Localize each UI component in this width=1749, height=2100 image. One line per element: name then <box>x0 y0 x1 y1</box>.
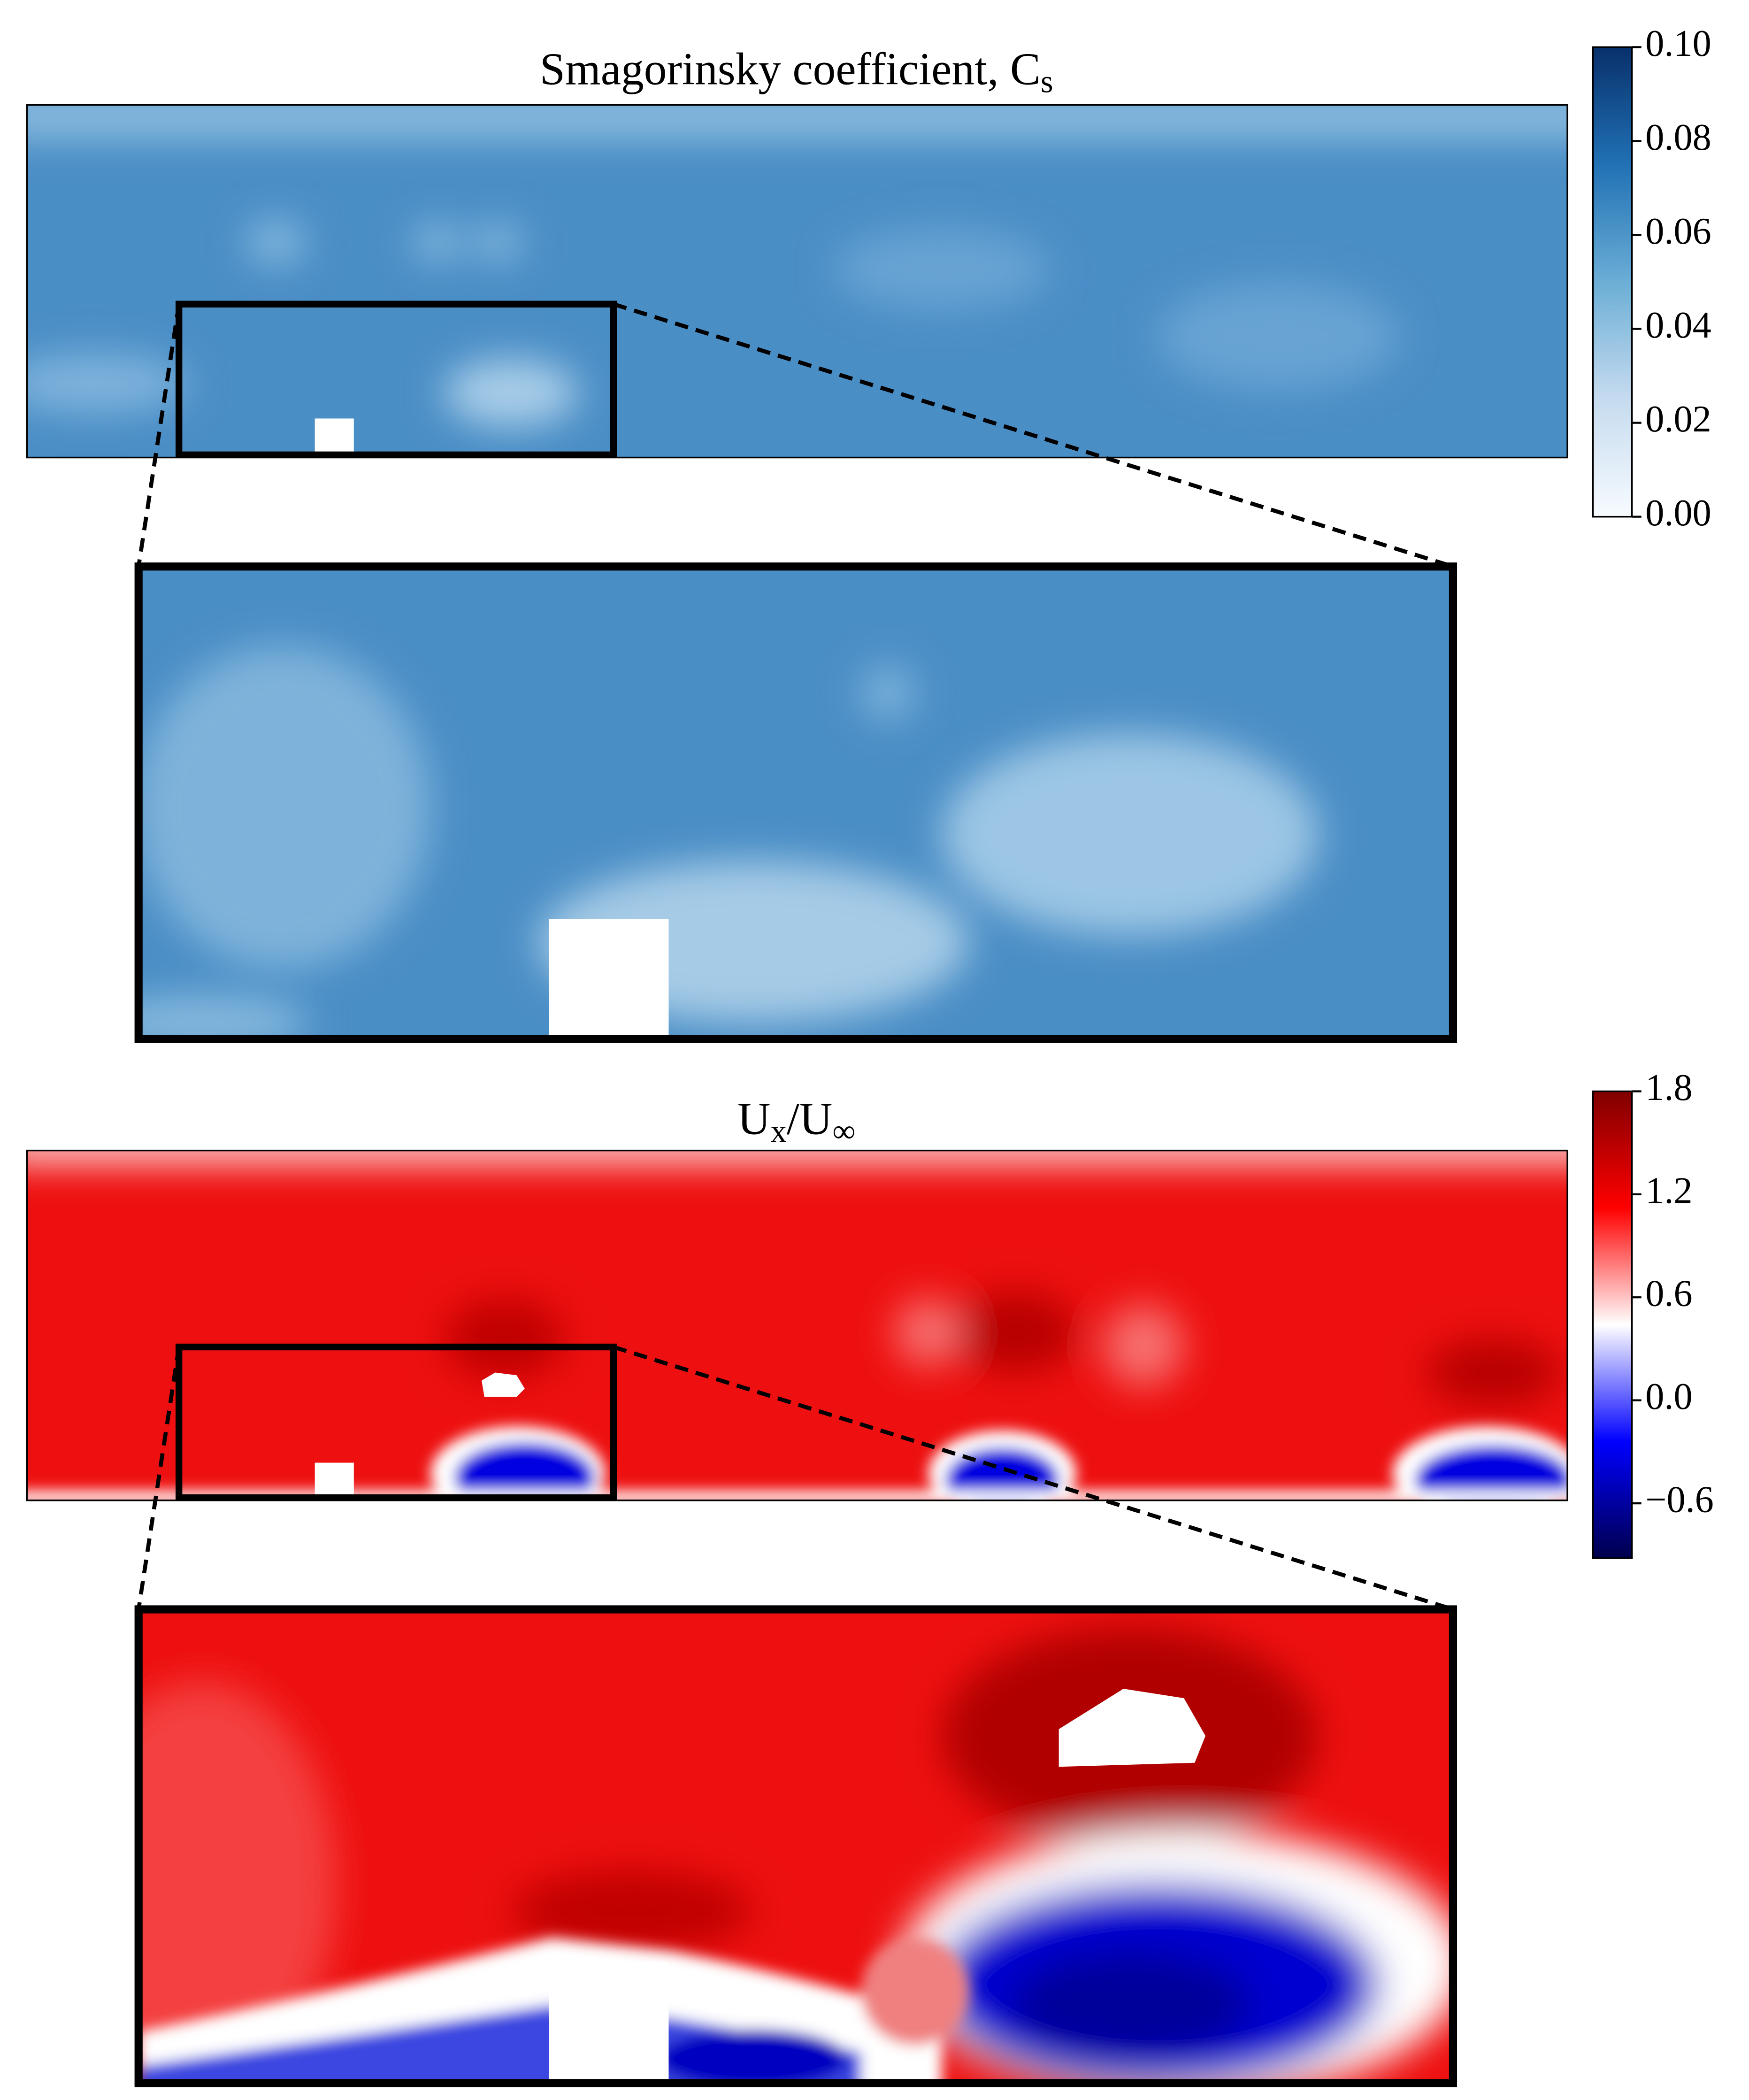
colorbar-tick-label: 0.00 <box>1645 492 1711 534</box>
cs-field <box>27 105 1568 458</box>
colorbar-tick-label: 0.04 <box>1645 304 1711 346</box>
colorbar-tick-label: 0.0 <box>1645 1376 1692 1417</box>
colorbar-tick-label: −0.6 <box>1645 1478 1714 1520</box>
colorbar-tick-label: 0.6 <box>1645 1273 1692 1315</box>
colorbar <box>1592 46 1633 518</box>
title-subscript: x <box>771 1113 787 1149</box>
colorbar-tick-label: 0.08 <box>1645 116 1711 158</box>
ux-field <box>27 1150 1568 1500</box>
title-text: Smagorinsky coefficient, C <box>540 44 1041 95</box>
colorbar-tick-label: 1.2 <box>1645 1169 1692 1211</box>
colorbar-tick-label: 1.8 <box>1645 1067 1692 1108</box>
title-text: U <box>737 1094 770 1145</box>
title-text: /U <box>787 1094 832 1145</box>
ux-zoom <box>138 1609 1453 2083</box>
colorbar-tick-label: 0.10 <box>1645 23 1711 64</box>
cs-zoom <box>138 566 1453 1039</box>
colorbar-tick-label: 0.02 <box>1645 398 1711 440</box>
title-subscript: s <box>1041 63 1053 99</box>
colorbar <box>1592 1090 1633 1559</box>
chart-title: Ux/U∞ <box>737 1094 855 1149</box>
colorbar-tick-label: 0.06 <box>1645 210 1711 252</box>
title-subscript: ∞ <box>832 1113 855 1149</box>
chart-title: Smagorinsky coefficient, Cs <box>540 44 1053 99</box>
